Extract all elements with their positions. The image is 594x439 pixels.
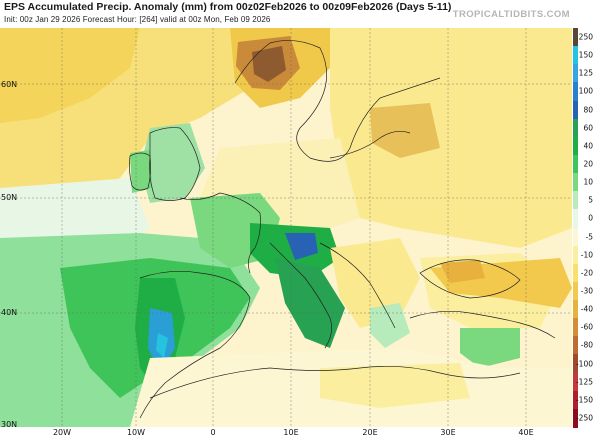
- lon-label-0: 0: [210, 428, 216, 437]
- brand-watermark: TROPICALTIDBITS.COM: [452, 9, 570, 20]
- colorbar-label: 5: [588, 195, 593, 205]
- lon-label-20w: 20W: [52, 428, 72, 437]
- lon-label-40e: 40E: [518, 428, 534, 437]
- ireland-wet-area: [130, 150, 152, 193]
- colorbar-swatch: [573, 28, 578, 47]
- colorbar-swatch: [573, 300, 578, 320]
- baltic-dry-area: [370, 103, 440, 158]
- coastline-ireland: [128, 152, 152, 191]
- coastline-balkans: [319, 242, 396, 329]
- colorbar-label: -250: [575, 413, 593, 423]
- black-sea-dry-spot: [440, 260, 485, 283]
- colorbar-swatch: [573, 227, 578, 247]
- lat-label-30n: 30N: [1, 420, 18, 429]
- atlantic-neutral-band: [0, 178, 150, 248]
- colorbar-label: -30: [580, 286, 593, 296]
- colorbar-swatch: [573, 154, 578, 174]
- colorbar-swatch: [573, 281, 578, 301]
- portugal-extreme-spot: [156, 333, 168, 358]
- colorbar-swatch: [573, 118, 578, 138]
- levant-wet-area: [460, 328, 520, 368]
- colorbar-swatch: [573, 46, 578, 66]
- lat-label-40n: 40N: [1, 308, 18, 317]
- colorbar-swatch: [573, 336, 578, 356]
- colorbar-swatch: [573, 191, 578, 211]
- eastern-europe-dry-area: [330, 28, 572, 248]
- colorbar-label: 60: [583, 123, 593, 133]
- coastline-black-sea: [419, 259, 521, 299]
- colorbar-swatch: [573, 82, 578, 102]
- colorbar-swatch: [573, 136, 578, 156]
- colorbar-label: -10: [580, 250, 593, 260]
- lat-label-60n: 60N: [1, 80, 18, 89]
- precip-anomaly-map: [0, 28, 572, 427]
- colorbar-label: -80: [580, 340, 593, 350]
- uk-wet-area: [140, 123, 205, 203]
- colorbar-swatch: [573, 245, 578, 265]
- colorbar-label: 150: [578, 50, 593, 60]
- map-title: EPS Accumulated Precip. Anomaly (mm) fro…: [4, 1, 452, 13]
- italy-wet-area: [275, 258, 345, 348]
- colorbar-label: -40: [580, 304, 593, 314]
- coastline-uk: [149, 127, 201, 201]
- norway-core-dry-area: [252, 46, 286, 82]
- colorbar: 250 150 125 100 80 60 40 20 10 5 0 -5 -10 -20 -30 -40 -6…: [572, 28, 594, 428]
- lon-label-20e: 20E: [362, 428, 378, 437]
- colorbar-swatch: [573, 372, 578, 392]
- coastline-scandinavia: [234, 40, 441, 162]
- alps-heavy-spot: [285, 233, 318, 260]
- map-panel: [0, 28, 572, 427]
- coastline-turkey: [409, 311, 556, 339]
- colorbar-label: 125: [578, 68, 593, 78]
- colorbar-label: -20: [580, 268, 593, 278]
- lon-label-10w: 10W: [126, 428, 146, 437]
- colorbar-swatch: [573, 318, 578, 338]
- colorbar-label: -60: [580, 322, 593, 332]
- colorbar-label: 80: [583, 105, 593, 115]
- north-atlantic-light-area: [0, 28, 140, 123]
- colorbar-label: -125: [575, 377, 593, 387]
- header: EPS Accumulated Precip. Anomaly (mm) fro…: [0, 0, 594, 27]
- lon-label-10e: 10E: [283, 428, 299, 437]
- colorbar-label: 250: [578, 32, 593, 42]
- colorbar-label: 0: [588, 213, 593, 223]
- colorbar-swatch: [573, 263, 578, 283]
- colorbar-swatch: [573, 64, 578, 84]
- coastline-iberia: [139, 271, 251, 419]
- colorbar-label: 100: [578, 86, 593, 96]
- colorbar-swatch: [573, 390, 578, 410]
- coastline-north-africa: [149, 366, 521, 399]
- colorbar-swatch: [573, 100, 578, 120]
- colorbar-label: -100: [575, 359, 593, 369]
- colorbar-swatch: [573, 209, 578, 229]
- colorbar-label: -5: [585, 232, 593, 242]
- coastline-italy: [269, 242, 332, 349]
- lat-label-50n: 50N: [1, 193, 18, 202]
- greece-wet-spot: [370, 303, 410, 348]
- colorbar-swatch: [573, 173, 578, 193]
- north-africa-dry-area: [320, 363, 470, 408]
- colorbar-label: -150: [575, 395, 593, 405]
- coastline-france: [179, 192, 261, 274]
- colorbar-label: 20: [583, 159, 593, 169]
- lon-label-30e: 30E: [440, 428, 456, 437]
- map-subtitle: Init: 00z Jan 29 2026 Forecast Hour: [26…: [4, 15, 271, 24]
- coastline-baltic: [329, 131, 411, 159]
- colorbar-swatch: [573, 408, 578, 428]
- graticule: [0, 28, 572, 427]
- colorbar-label: 40: [583, 141, 593, 151]
- colorbar-label: 10: [583, 177, 593, 187]
- colorbar-swatch: [573, 354, 578, 374]
